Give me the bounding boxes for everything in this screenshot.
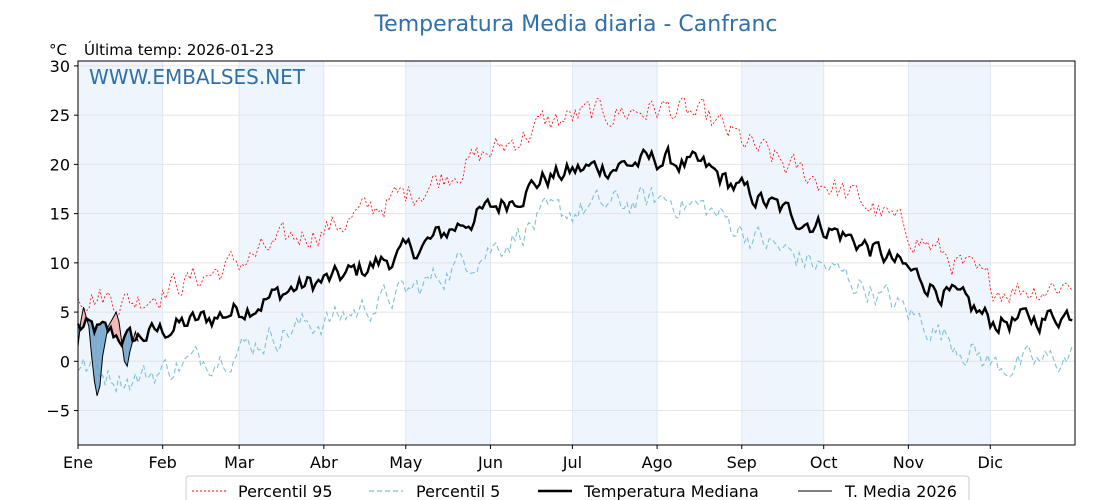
legend-label-2026: T. Media 2026 <box>844 482 957 500</box>
anomaly-fill-cold <box>102 321 106 357</box>
x-tick-label: Nov <box>893 453 924 472</box>
x-tick-label: Abr <box>310 453 338 472</box>
x-tick-label: Mar <box>224 453 255 472</box>
series-temperatura-mediana <box>76 143 1073 349</box>
x-tick-label: Dic <box>978 453 1004 472</box>
chart-title: Temperatura Media diaria - Canfranc <box>373 12 777 37</box>
anomaly-fill-cold <box>97 324 100 396</box>
x-tick-label: Oct <box>810 453 838 472</box>
x-tick-label: Feb <box>149 453 177 472</box>
anomaly-fill-warm <box>113 312 117 338</box>
anomaly-fill-cold <box>99 321 103 386</box>
plot-area <box>76 97 1073 396</box>
series-t-media-2026 <box>77 307 139 396</box>
y-tick-label: 5 <box>60 303 70 322</box>
y-tick-label: 10 <box>50 254 70 273</box>
anomaly-fill-cold <box>94 324 98 396</box>
anomaly-fill-cold <box>124 330 128 367</box>
legend-label-median: Temperatura Mediana <box>583 482 759 500</box>
y-tick-label: 25 <box>50 106 70 125</box>
x-axis: Ene Feb Mar Abr May Jun Jul Ago Sep Oct Nov Dic <box>63 445 1003 472</box>
x-tick-label: Sep <box>727 453 757 472</box>
month-band <box>239 61 324 445</box>
anomaly-fill-cold <box>127 327 130 367</box>
legend-label-p5: Percentil 5 <box>416 482 500 500</box>
series-percentil-95 <box>77 97 1073 315</box>
legend: Percentil 95 Percentil 5 Temperatura Med… <box>185 475 970 500</box>
y-tick-label: 20 <box>50 155 70 174</box>
last-temp-label: Última temp: 2026-01-23 <box>84 40 274 59</box>
month-bands <box>78 61 991 445</box>
watermark: WWW.EMBALSES.NET <box>89 65 306 89</box>
unit-label: °C <box>49 41 67 59</box>
x-tick-label: May <box>389 453 422 472</box>
month-band <box>908 61 991 445</box>
month-band <box>741 61 824 445</box>
anomaly-fill-cold <box>91 321 95 381</box>
y-tick-label: 0 <box>60 352 70 371</box>
month-band <box>78 61 163 445</box>
month-band <box>572 61 658 445</box>
x-tick-label: Jul <box>562 453 582 472</box>
x-tick-label: Jun <box>477 453 503 472</box>
y-axis: −5 0 5 10 15 20 25 30 <box>46 57 78 421</box>
series-percentil-5 <box>77 185 1073 394</box>
legend-box <box>185 475 970 500</box>
plot-frame <box>77 60 1076 446</box>
x-tick-label: Ago <box>642 453 673 472</box>
legend-label-p95: Percentil 95 <box>238 482 333 500</box>
x-tick-label: Ene <box>63 453 93 472</box>
y-tick-label: −5 <box>46 402 70 421</box>
y-tick-label: 30 <box>50 57 70 76</box>
y-tick-label: 15 <box>50 205 70 224</box>
